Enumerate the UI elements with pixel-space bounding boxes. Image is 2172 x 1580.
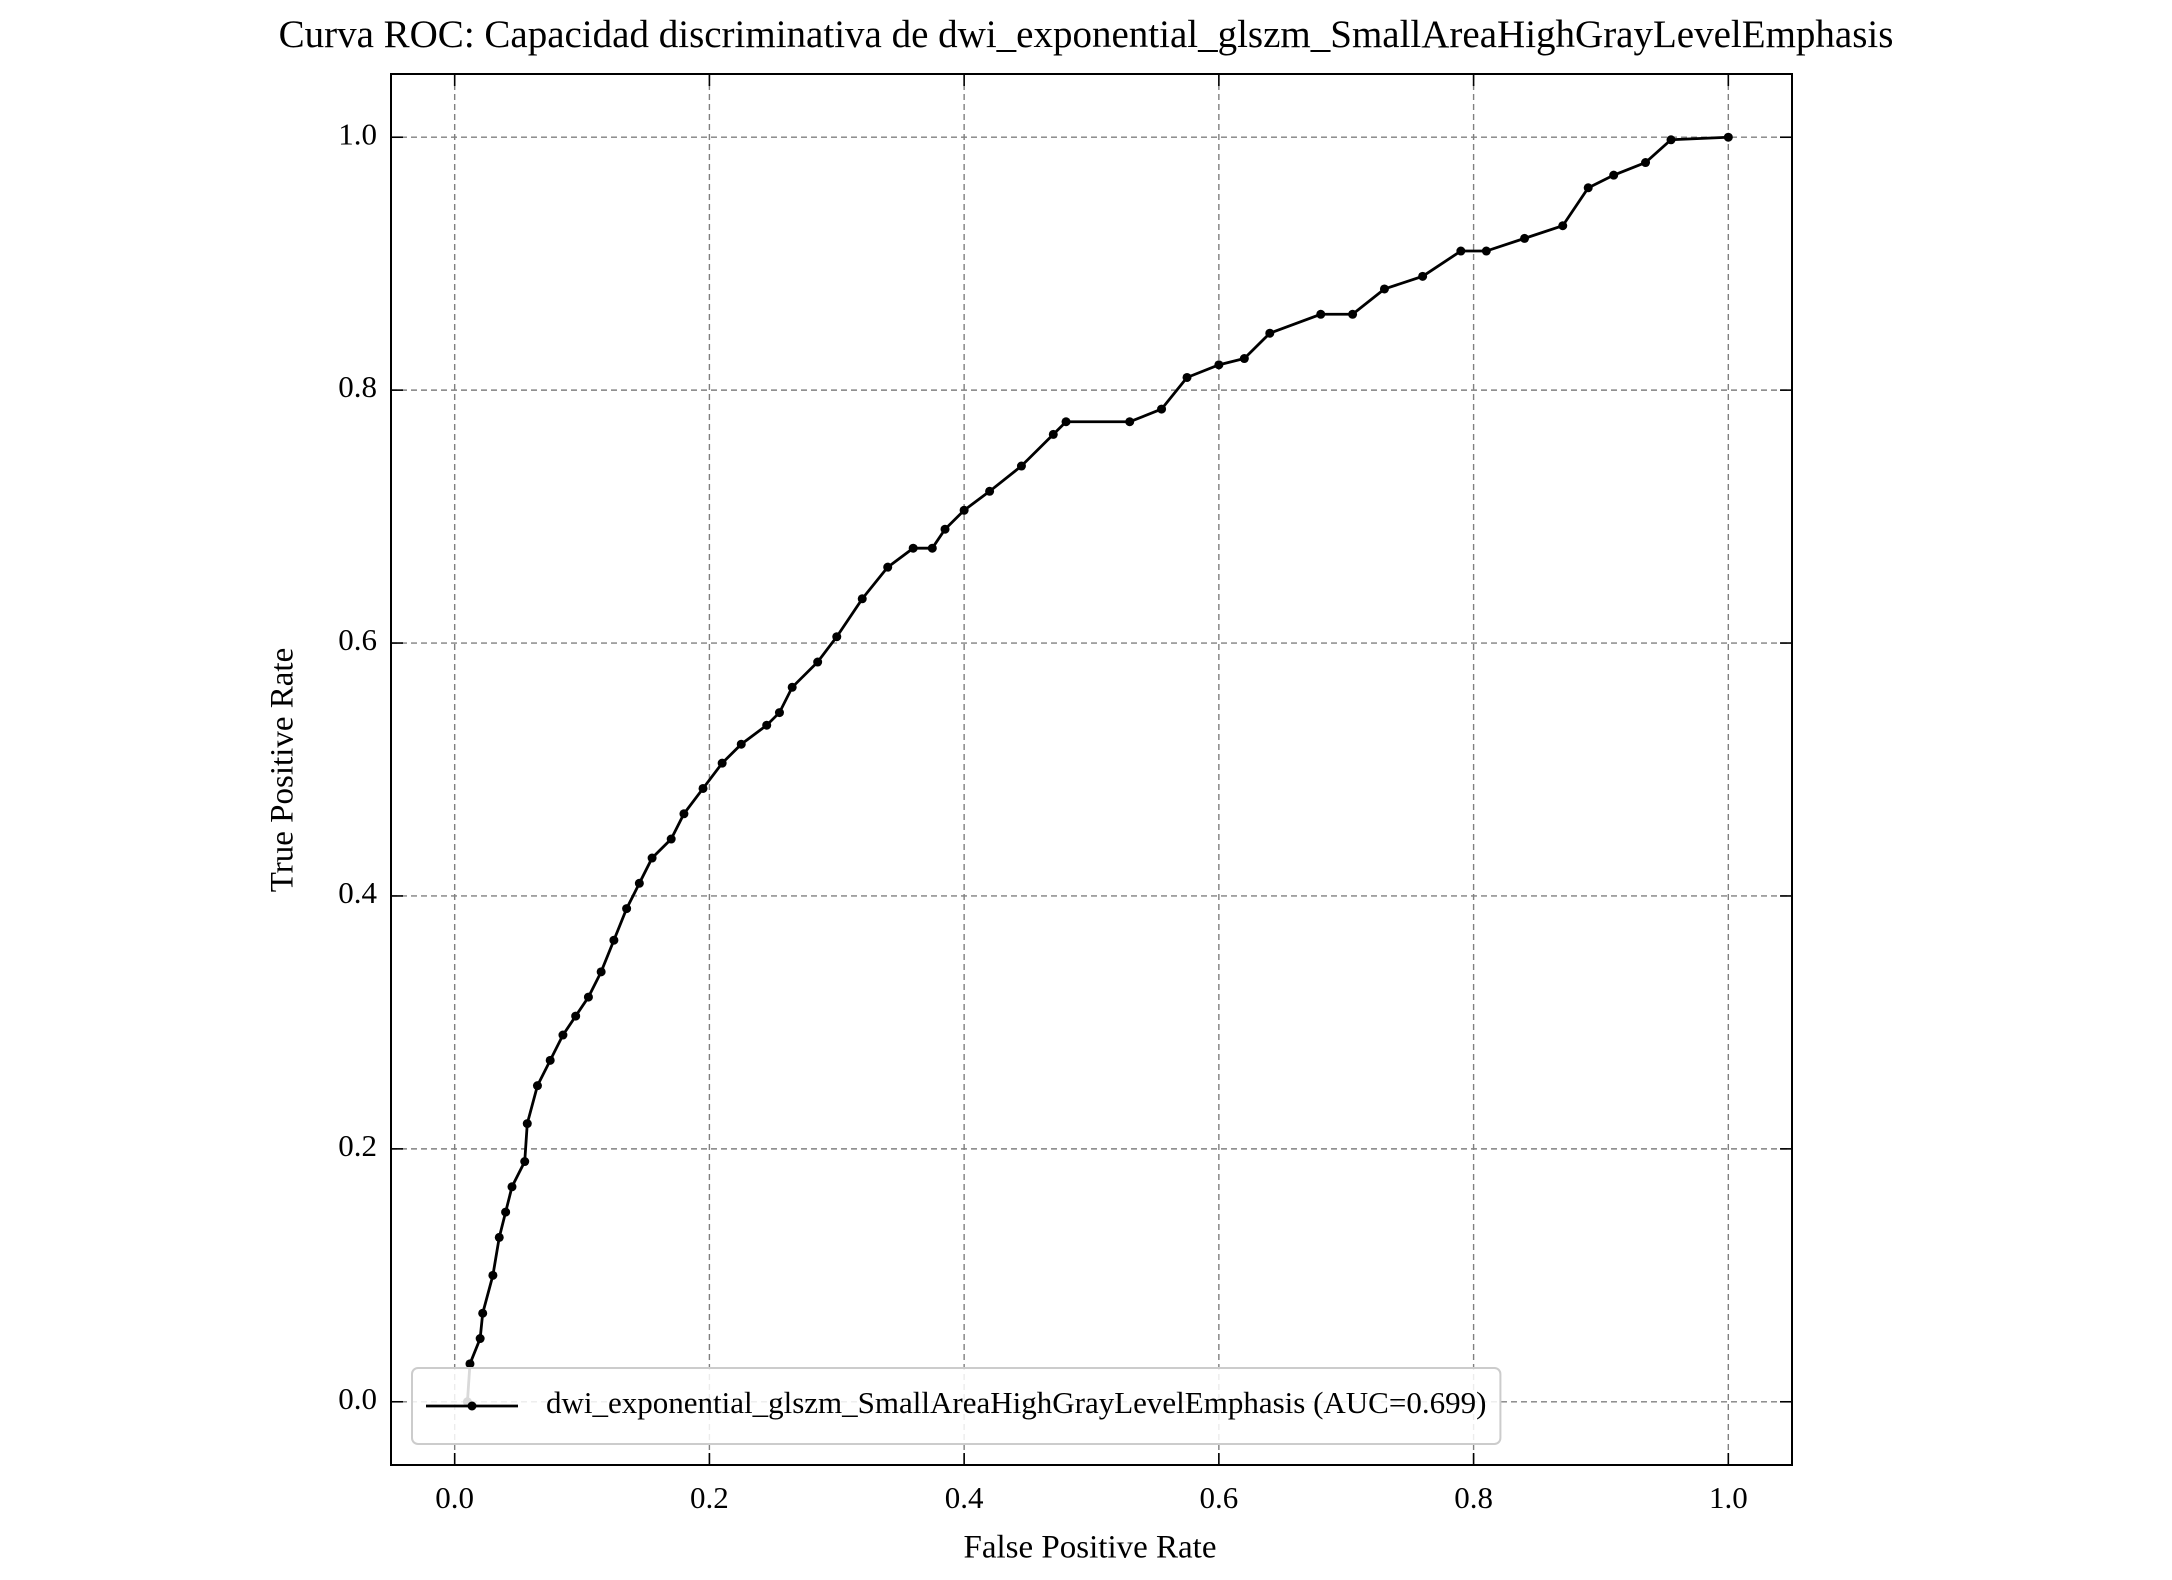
y-tick-label: 0.6 — [338, 622, 377, 657]
data-point — [717, 758, 727, 768]
data-point — [609, 935, 619, 945]
data-point — [1641, 158, 1651, 168]
data-point — [522, 1119, 532, 1129]
data-point — [883, 562, 893, 572]
data-point — [1666, 135, 1676, 145]
x-tick-label: 0.8 — [1454, 1480, 1493, 1515]
x-axis-label: False Positive Rate — [964, 1530, 1217, 1566]
data-point — [959, 505, 969, 515]
x-tick-label: 0.0 — [435, 1480, 474, 1515]
data-point — [1157, 404, 1167, 414]
x-tick-label: 1.0 — [1709, 1480, 1748, 1515]
y-tick-label: 1.0 — [338, 116, 377, 151]
data-point — [679, 809, 689, 819]
data-point — [787, 682, 797, 692]
data-point — [736, 739, 746, 749]
data-point — [1418, 271, 1428, 281]
data-point — [832, 632, 842, 642]
data-point — [1125, 417, 1135, 427]
data-point — [985, 486, 995, 496]
data-point — [596, 967, 606, 977]
x-tick-label: 0.4 — [945, 1480, 984, 1515]
data-point — [1348, 309, 1358, 319]
x-tick-label: 0.6 — [1199, 1480, 1238, 1515]
data-point — [1265, 328, 1275, 338]
data-point — [762, 720, 772, 730]
data-point — [1558, 221, 1568, 231]
data-point — [647, 853, 657, 863]
data-point — [1456, 246, 1466, 256]
data-point — [634, 878, 644, 888]
data-point — [1316, 309, 1326, 319]
data-point — [1048, 429, 1058, 439]
y-tick-label: 0.0 — [338, 1381, 377, 1416]
data-point — [1182, 372, 1192, 382]
data-point — [571, 1011, 581, 1021]
data-point — [622, 904, 632, 914]
data-point — [1016, 461, 1026, 471]
data-point — [940, 524, 950, 534]
data-point — [666, 834, 676, 844]
data-point — [583, 992, 593, 1002]
data-point — [1520, 233, 1530, 243]
data-point — [1061, 417, 1071, 427]
data-point — [465, 1359, 475, 1369]
y-tick-label: 0.4 — [338, 875, 377, 910]
x-tick-label: 0.2 — [690, 1480, 729, 1515]
y-tick-label: 0.2 — [338, 1128, 377, 1163]
data-point — [1609, 170, 1619, 180]
chart-title: Curva ROC: Capacidad discriminativa de d… — [279, 13, 1894, 56]
data-point — [1723, 132, 1733, 142]
legend: dwi_exponential_glszm_SmallAreaHighGrayL… — [411, 1367, 1502, 1445]
data-point — [475, 1334, 485, 1344]
plot-frame — [390, 73, 1793, 1466]
y-axis-label: True Positive Rate — [265, 648, 301, 892]
data-point — [1379, 284, 1389, 294]
data-point — [488, 1270, 498, 1280]
data-point — [558, 1030, 568, 1040]
data-point — [1214, 360, 1224, 370]
data-point — [494, 1232, 504, 1242]
roc-line — [466, 135, 1729, 1402]
data-point — [1481, 246, 1491, 256]
data-point — [1239, 354, 1249, 364]
legend-marker — [467, 1401, 477, 1411]
data-point — [927, 543, 937, 553]
data-point — [813, 657, 823, 667]
data-point — [698, 783, 708, 793]
legend-box — [411, 1367, 1502, 1445]
data-point — [501, 1207, 511, 1217]
data-point — [1583, 183, 1593, 193]
data-point — [545, 1055, 555, 1065]
data-point — [857, 594, 867, 604]
data-point — [520, 1157, 530, 1167]
data-point — [908, 543, 918, 553]
data-point — [507, 1182, 517, 1192]
data-point — [478, 1308, 488, 1318]
data-point — [532, 1081, 542, 1091]
legend-label: dwi_exponential_glszm_SmallAreaHighGrayL… — [546, 1385, 1486, 1420]
data-point — [774, 708, 784, 718]
y-tick-label: 0.8 — [338, 369, 377, 404]
